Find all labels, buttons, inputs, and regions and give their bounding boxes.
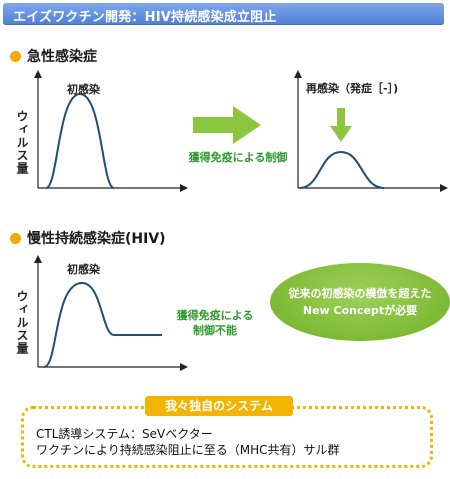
reinfection-curve (299, 150, 385, 189)
chronic-infection-curve (43, 281, 162, 368)
right-arrow-icon (193, 106, 261, 144)
acute-initial-label: 初感染 (67, 83, 100, 96)
chronic-y-axis-label: ウィルス量 (15, 290, 29, 355)
x-axis-arrowhead (180, 363, 188, 371)
acute-y-axis-label: ウィルス量 (15, 110, 29, 175)
new-concept-bubble: 従来の初感染の模倣を超えた New Conceptが必要 (270, 263, 450, 341)
title-bar: エイズワクチン開発：HIV持続感染成立阻止 (3, 3, 444, 25)
system-line-ctl: CTL誘導システム：SeVベクター (36, 427, 213, 441)
x-axis-arrowhead (180, 184, 188, 192)
acute-heading-label: 急性感染症 (27, 49, 97, 65)
new-concept-line1: 従来の初感染の模倣を超えた (288, 287, 432, 300)
chronic-plot (34, 255, 188, 371)
chronic-section-heading: 慢性持続感染症(HIV) (10, 228, 166, 248)
chronic-initial-label: 初感染 (67, 263, 100, 276)
system-line-vaccine: ワクチンにより持続感染阻止に至る（MHC共有）サル群 (36, 443, 340, 457)
acute-section-heading: 急性感染症 (10, 46, 97, 66)
page-title: エイズワクチン開発：HIV持続感染成立阻止 (13, 10, 277, 25)
reinfection-label: 再感染（発症［-］) (306, 82, 399, 95)
initial-infection-curve (45, 92, 115, 189)
new-concept-line2: New Conceptが必要 (302, 304, 418, 317)
bullet-icon (10, 50, 21, 62)
acute-reinfection-plot (294, 70, 448, 192)
chronic-heading-label: 慢性持続感染症(HIV) (27, 231, 166, 247)
our-system-tag: 我々独自のシステム (145, 396, 293, 416)
down-arrow-icon (330, 108, 352, 142)
acquired-immunity-control-label: 獲得免疫による制御 (188, 151, 288, 164)
bullet-icon (10, 232, 21, 244)
y-axis-arrowhead (294, 70, 302, 78)
y-axis-arrowhead (34, 255, 42, 263)
uncontrollable-label-line1: 獲得免疫による (176, 309, 254, 322)
uncontrollable-label: 獲得免疫による 制御不能 (165, 308, 265, 338)
uncontrollable-label-line2: 制御不能 (193, 324, 237, 337)
x-axis-arrowhead (440, 184, 448, 192)
acute-initial-plot (34, 70, 188, 192)
y-axis-arrowhead (34, 70, 42, 78)
